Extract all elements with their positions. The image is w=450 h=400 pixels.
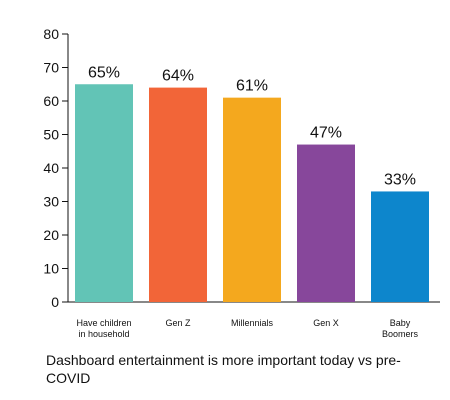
category-label: Baby Boomers xyxy=(382,318,419,339)
y-tick-label: 10 xyxy=(43,261,59,277)
y-tick-label: 30 xyxy=(43,194,59,210)
label-layer: 65% Have children in household 64% Gen Z 61% M… xyxy=(76,64,418,339)
data-label: 65% xyxy=(88,64,120,81)
axis-layer: 0 10 20 30 40 50 60 70 80 xyxy=(43,26,440,310)
data-label: 33% xyxy=(384,171,416,188)
bar-chart: 0 10 20 30 40 50 60 70 80 65% Have children in hou… xyxy=(43,26,440,339)
category-label: Have children in household xyxy=(76,318,131,339)
y-tick-label: 0 xyxy=(51,294,59,310)
y-tick-label: 20 xyxy=(43,227,59,243)
y-tick-label: 40 xyxy=(43,160,59,176)
bar-layer xyxy=(75,84,429,303)
category-label: Gen Z xyxy=(165,318,191,328)
category-label: Gen X xyxy=(313,318,339,328)
bar xyxy=(75,84,133,302)
bar xyxy=(149,87,207,302)
data-label: 47% xyxy=(310,125,342,142)
data-label: 61% xyxy=(236,78,268,95)
category-label: Millennials xyxy=(231,318,274,328)
bar xyxy=(223,97,281,303)
data-label: 64% xyxy=(162,68,194,85)
y-tick-label: 80 xyxy=(43,26,59,42)
y-tick-label: 60 xyxy=(43,93,59,109)
bar xyxy=(371,191,429,302)
y-tick-label: 50 xyxy=(43,127,59,143)
chart-caption: Dashboard entertainment is more importan… xyxy=(46,352,401,386)
y-tick-label: 70 xyxy=(43,60,59,76)
bar xyxy=(297,144,355,302)
